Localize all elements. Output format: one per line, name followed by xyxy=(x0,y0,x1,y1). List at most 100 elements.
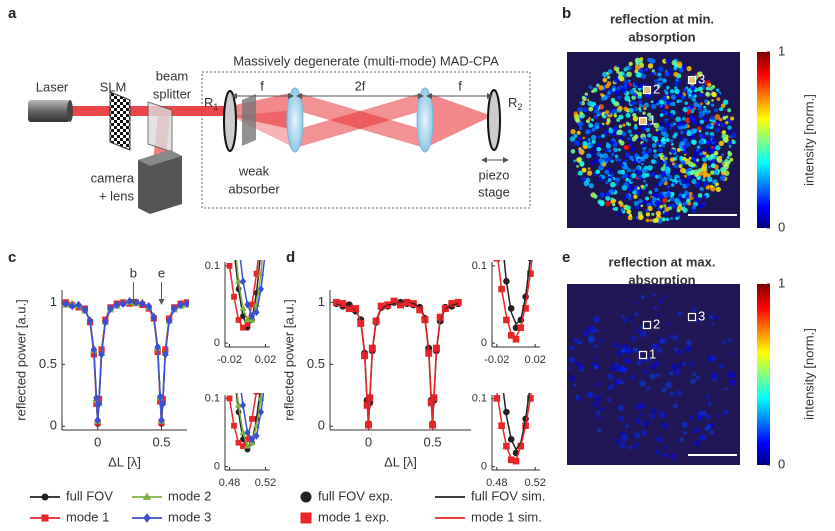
speckle xyxy=(708,124,712,128)
speckle xyxy=(625,112,631,118)
speckle xyxy=(706,111,710,115)
speckle xyxy=(690,378,696,384)
speckle xyxy=(632,112,637,118)
speckle xyxy=(675,78,679,82)
marker xyxy=(244,428,251,437)
speckle xyxy=(654,200,661,206)
speckle xyxy=(670,143,674,146)
series-line xyxy=(336,301,459,426)
speckle xyxy=(704,413,711,420)
speckle xyxy=(645,208,649,212)
speckle xyxy=(666,192,671,198)
speckle xyxy=(595,382,601,387)
speckle xyxy=(584,92,589,96)
speckle xyxy=(643,369,648,375)
speckle xyxy=(592,401,599,408)
speckle xyxy=(718,363,724,369)
speckle xyxy=(698,92,704,98)
speckle xyxy=(641,142,647,148)
speckle xyxy=(573,159,577,163)
marker xyxy=(499,224,505,230)
speckle xyxy=(684,194,690,200)
speckle xyxy=(606,117,611,122)
speckle xyxy=(696,145,701,149)
speckle xyxy=(623,83,628,88)
colorbar-label: intensity [norm.] xyxy=(801,328,816,420)
speckle xyxy=(602,153,609,159)
speckle xyxy=(617,169,622,175)
image-title: absorption xyxy=(628,29,695,44)
y-tick-label: 1 xyxy=(318,294,325,309)
speckle xyxy=(620,101,625,105)
speckle xyxy=(635,72,642,78)
marker xyxy=(68,301,76,311)
speckle xyxy=(656,102,660,106)
speckle xyxy=(683,431,687,435)
region-label: 1 xyxy=(649,346,656,361)
speckle xyxy=(702,117,708,122)
speckle xyxy=(623,145,628,150)
marker xyxy=(231,422,237,429)
speckle xyxy=(625,424,630,429)
marker xyxy=(119,299,127,308)
speckle xyxy=(693,101,699,108)
series-line xyxy=(497,260,533,339)
speckle xyxy=(644,183,649,187)
speckle xyxy=(710,184,714,188)
speckle xyxy=(627,196,633,201)
speckle xyxy=(628,316,632,321)
speckle xyxy=(640,204,644,208)
speckle xyxy=(660,166,666,172)
speckle xyxy=(637,91,643,97)
speckle xyxy=(611,108,617,114)
speckle xyxy=(672,334,679,341)
speckle xyxy=(676,177,680,181)
speckle xyxy=(636,361,641,366)
marker xyxy=(227,300,232,305)
speckle xyxy=(591,139,596,144)
speckle xyxy=(598,415,603,421)
marker xyxy=(171,304,178,313)
speckle xyxy=(618,124,623,129)
speckle xyxy=(686,105,691,110)
speckle xyxy=(719,175,726,181)
speckle xyxy=(691,139,697,145)
label: f xyxy=(260,78,264,93)
speckle xyxy=(583,180,590,187)
speckle xyxy=(659,104,663,108)
y-axis-label: reflected power [a.u.] xyxy=(13,299,28,420)
marker xyxy=(226,395,233,402)
speckle xyxy=(617,74,623,80)
speckle xyxy=(707,155,713,161)
beam xyxy=(230,92,295,130)
speckle xyxy=(638,100,643,105)
y-tick-label: 0 xyxy=(481,337,487,349)
speckle xyxy=(669,126,673,130)
speckle xyxy=(709,148,715,154)
speckle xyxy=(658,182,663,187)
region-box xyxy=(642,85,652,95)
legend-label: mode 3 xyxy=(168,509,211,524)
lens xyxy=(286,87,304,153)
marker xyxy=(235,317,242,323)
speckle xyxy=(690,92,695,96)
speckle xyxy=(642,111,646,115)
speckle xyxy=(587,167,591,170)
image-title: reflection at max. xyxy=(609,254,716,269)
speckle xyxy=(596,83,600,88)
speckle xyxy=(727,140,732,146)
laser-aperture xyxy=(67,100,73,122)
speckle xyxy=(664,118,669,123)
speckle xyxy=(641,172,648,179)
panel-label: e xyxy=(562,249,570,266)
x-tick-label: -0.02 xyxy=(217,354,242,366)
series-line xyxy=(65,300,188,421)
speckle xyxy=(595,125,600,130)
speckle xyxy=(624,159,628,164)
speckle xyxy=(577,170,583,176)
speckle xyxy=(597,428,602,433)
speckle xyxy=(691,108,695,112)
speckle xyxy=(678,203,683,207)
marker xyxy=(177,300,184,310)
x-axis-label: ΔL [λ] xyxy=(108,454,141,469)
